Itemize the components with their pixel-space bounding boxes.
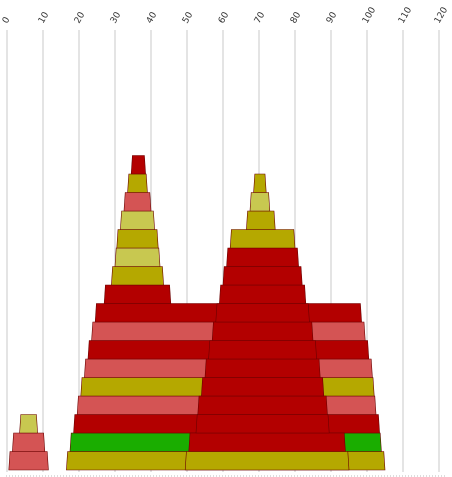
x-tick-label-30: 30 [109, 10, 124, 25]
x-tick-label-120: 120 [433, 5, 450, 25]
profile-3 [184, 173, 350, 471]
layer-bar [229, 229, 296, 249]
layer-bar [19, 414, 38, 434]
layer-bar [197, 395, 328, 415]
layer-bar [208, 340, 317, 360]
x-axis-tick-labels: 0 10 20 30 40 50 60 70 80 90 100 110 120 [1, 5, 450, 25]
layer-bar [103, 284, 172, 304]
layer-bar [188, 432, 346, 452]
layer-bar [204, 358, 321, 378]
x-tick-label-50: 50 [181, 10, 196, 25]
x-tick-label-80: 80 [289, 10, 304, 25]
layer-bar [215, 303, 310, 323]
layer-bar [123, 192, 152, 212]
layer-bar [120, 210, 155, 230]
layer-bar [201, 377, 325, 397]
layer-bar [12, 432, 46, 452]
layer-bar [111, 266, 164, 286]
x-tick-label-100: 100 [361, 5, 378, 25]
layer-bar [249, 192, 271, 212]
layer-bar [130, 155, 146, 175]
chart-layers [8, 155, 386, 471]
x-tick-label-70: 70 [253, 10, 268, 25]
profile-1 [8, 414, 49, 471]
layer-bar [195, 414, 330, 434]
layer-bar [184, 451, 350, 471]
layer-bar [116, 229, 159, 249]
x-tick-label-40: 40 [145, 10, 160, 25]
layer-bar [246, 210, 276, 230]
layer-bar [253, 173, 267, 193]
x-tick-label-0: 0 [1, 15, 13, 25]
x-tick-label-60: 60 [217, 10, 232, 25]
layer-bar [127, 173, 148, 193]
x-tick-label-90: 90 [325, 10, 340, 25]
layer-bar [114, 247, 161, 267]
x-tick-label-10: 10 [37, 10, 52, 25]
layer-bar [226, 247, 299, 267]
x-tick-label-110: 110 [397, 5, 414, 25]
x-tick-label-20: 20 [73, 10, 88, 25]
layer-bar [219, 284, 307, 304]
layer-bar [8, 451, 49, 471]
layer-bar [222, 266, 303, 286]
layer-bar [211, 321, 314, 341]
